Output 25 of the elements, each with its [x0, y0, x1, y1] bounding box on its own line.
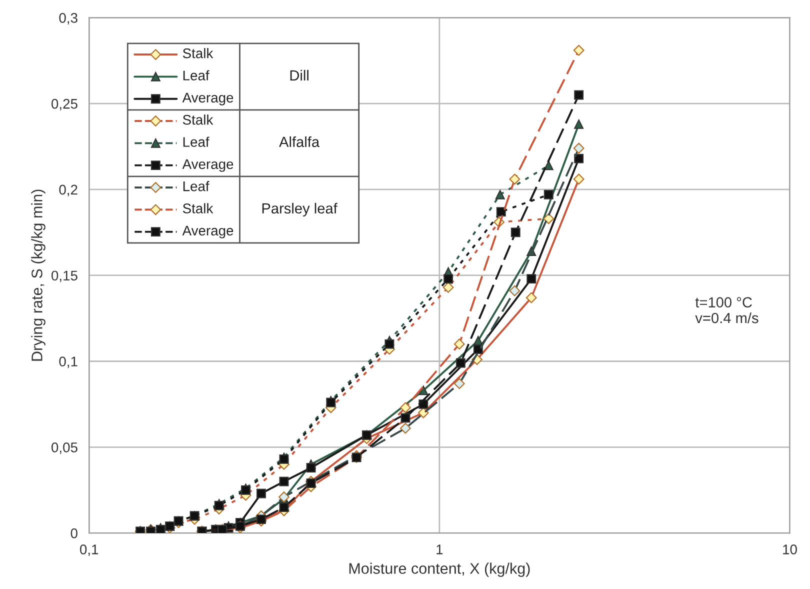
y-tick-label: 0,3: [59, 13, 78, 24]
y-tick-label: 0,05: [52, 442, 78, 454]
legend-label: Stalk: [182, 48, 214, 58]
legend-label: Stalk: [182, 114, 214, 125]
legend-label: Stalk: [182, 203, 214, 214]
legend-label: Leaf: [183, 181, 210, 192]
legend-label: Leaf: [183, 136, 210, 147]
annotation: Dill: [290, 70, 308, 80]
annotation: Alfalfa: [279, 136, 320, 148]
y-tick-label: 0: [70, 528, 78, 538]
legend-label: Leaf: [183, 70, 210, 80]
y-tick-label: 0,25: [52, 98, 78, 110]
y-tick-label: 0,15: [52, 270, 78, 282]
annotation: Parsley leaf: [262, 202, 338, 216]
x-tick-label: 1: [436, 544, 443, 554]
y-tick-label: 0,1: [59, 356, 78, 368]
y-tick-label: 0,2: [59, 184, 78, 196]
x-axis-title: Moisture content, X (kg/kg): [349, 562, 530, 577]
legend-label: Average: [182, 159, 234, 172]
x-tick-label: 10: [783, 544, 797, 554]
legend-label: Average: [182, 92, 234, 106]
y-axis-title: Drying rate, S (kg/kg min): [31, 190, 46, 361]
x-tick-label: 0,1: [80, 544, 98, 556]
annotation: t=100 °C v=0.4 m/s: [695, 297, 758, 324]
legend-label: Average: [182, 226, 234, 238]
